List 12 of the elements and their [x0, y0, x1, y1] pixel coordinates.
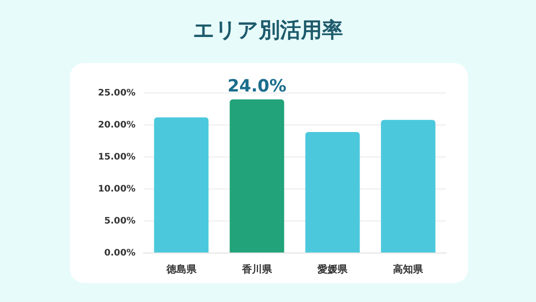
y-tick-label: 10.00% — [98, 184, 136, 194]
chart-title: エリア別活用率 — [192, 17, 344, 44]
y-tick-label: 0.00% — [104, 248, 136, 258]
x-tick-label: 高知県 — [393, 264, 424, 276]
data-label: 24.0% — [227, 76, 286, 96]
x-tick-label: 徳島県 — [165, 264, 198, 276]
y-tick-label: 25.00% — [98, 88, 136, 98]
x-tick-label: 香川県 — [240, 264, 273, 276]
y-tick-label: 15.00% — [98, 152, 136, 162]
y-tick-label: 20.00% — [98, 120, 136, 130]
x-tick-label: 愛媛県 — [318, 264, 349, 276]
y-tick-label: 5.00% — [104, 216, 136, 226]
